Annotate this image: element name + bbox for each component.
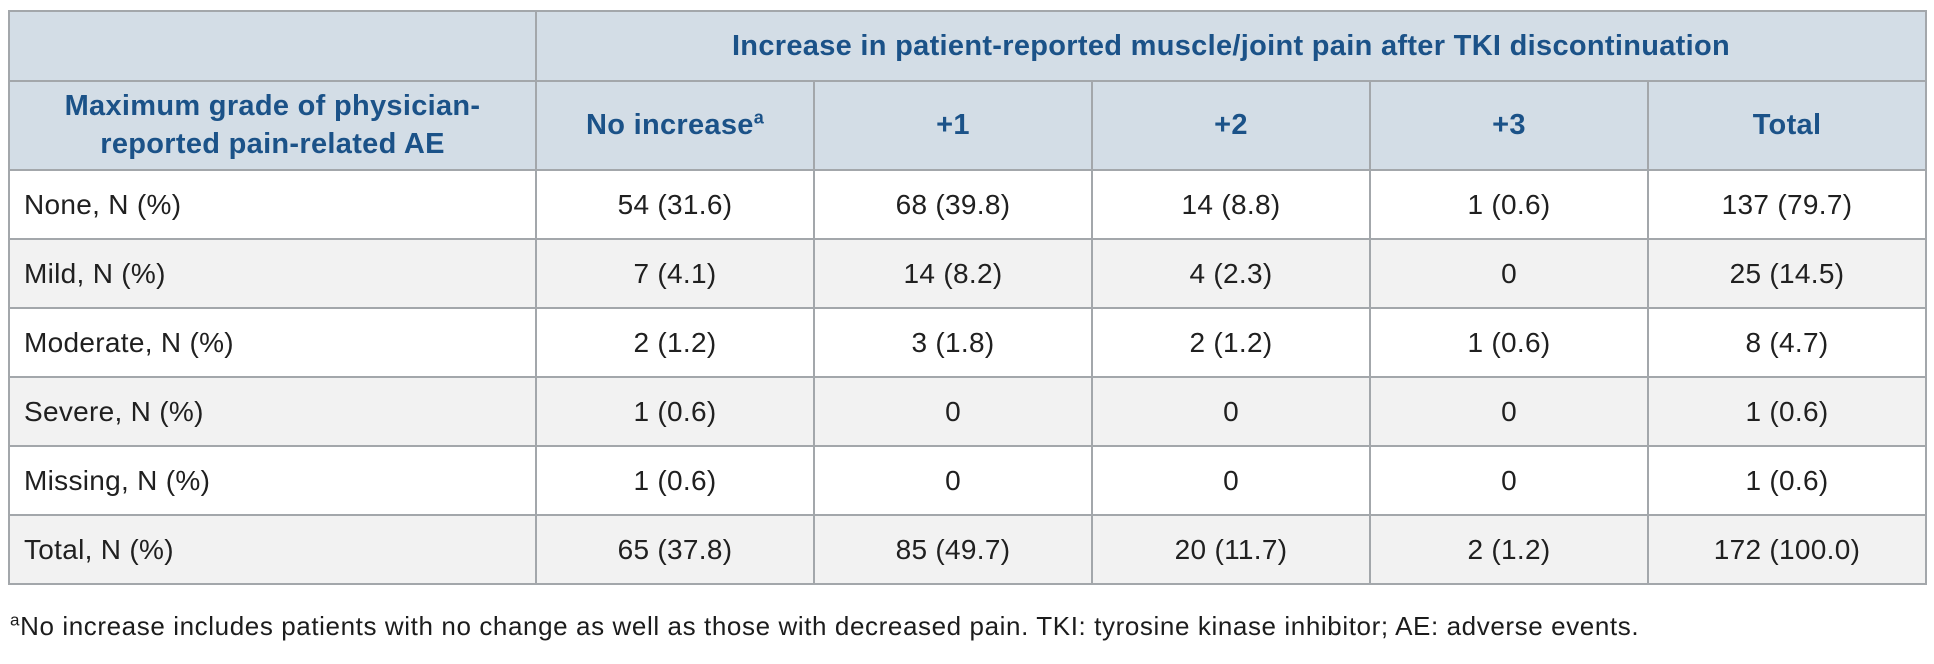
table-header-columns-row: Maximum grade of physician-reported pain… bbox=[8, 79, 1927, 172]
cell-value: 2 (1.2) bbox=[1369, 514, 1649, 586]
cell-value: 4 (2.3) bbox=[1091, 238, 1371, 310]
table-row-mild: Mild, N (%) 7 (4.1) 14 (8.2) 4 (2.3) 0 2… bbox=[8, 238, 1927, 310]
row-label: None, N (%) bbox=[8, 169, 537, 241]
cell-value: 14 (8.8) bbox=[1091, 169, 1371, 241]
span-header: Increase in patient-reported muscle/join… bbox=[535, 10, 1927, 82]
cell-value: 20 (11.7) bbox=[1091, 514, 1371, 586]
cell-value: 2 (1.2) bbox=[535, 307, 815, 379]
table-figure: Increase in patient-reported muscle/join… bbox=[8, 10, 1927, 642]
row-label: Mild, N (%) bbox=[8, 238, 537, 310]
table-row-missing: Missing, N (%) 1 (0.6) 0 0 0 1 (0.6) bbox=[8, 445, 1927, 517]
cell-value: 137 (79.7) bbox=[1647, 169, 1927, 241]
cell-value: 65 (37.8) bbox=[535, 514, 815, 586]
cell-value: 0 bbox=[1091, 376, 1371, 448]
cell-value: 0 bbox=[1369, 238, 1649, 310]
cell-value: 1 (0.6) bbox=[1369, 169, 1649, 241]
footnote-text: No increase includes patients with no ch… bbox=[20, 611, 1640, 642]
footnote-marker-a: a bbox=[10, 610, 21, 630]
col-header-no-increase-text: No increase bbox=[585, 109, 754, 142]
cell-value: 1 (0.6) bbox=[1647, 445, 1927, 517]
table-row-none: None, N (%) 54 (31.6) 68 (39.8) 14 (8.8)… bbox=[8, 169, 1927, 241]
cell-value: 1 (0.6) bbox=[535, 376, 815, 448]
row-label: Moderate, N (%) bbox=[8, 307, 537, 379]
footnote-marker-a: a bbox=[753, 107, 765, 128]
cell-value: 8 (4.7) bbox=[1647, 307, 1927, 379]
cell-value: 1 (0.6) bbox=[1647, 376, 1927, 448]
cell-value: 172 (100.0) bbox=[1647, 514, 1927, 586]
cell-value: 0 bbox=[813, 376, 1093, 448]
pain-ae-table: Increase in patient-reported muscle/join… bbox=[8, 10, 1927, 586]
cell-value: 2 (1.2) bbox=[1091, 307, 1371, 379]
col-header-plus2: +2 bbox=[1091, 79, 1371, 172]
cell-value: 68 (39.8) bbox=[813, 169, 1093, 241]
col-header-plus1: +1 bbox=[813, 79, 1093, 172]
cell-value: 0 bbox=[813, 445, 1093, 517]
table-row-total: Total, N (%) 65 (37.8) 85 (49.7) 20 (11.… bbox=[8, 514, 1927, 586]
cell-value: 0 bbox=[1369, 376, 1649, 448]
col-header-no-increase: No increasea bbox=[535, 79, 815, 172]
cell-value: 1 (0.6) bbox=[1369, 307, 1649, 379]
cell-value: 14 (8.2) bbox=[813, 238, 1093, 310]
cell-value: 0 bbox=[1091, 445, 1371, 517]
table-footnote: aNo increase includes patients with no c… bbox=[10, 611, 1926, 642]
cell-value: 0 bbox=[1369, 445, 1649, 517]
table-header-span-row: Increase in patient-reported muscle/join… bbox=[8, 10, 1927, 82]
table-row-moderate: Moderate, N (%) 2 (1.2) 3 (1.8) 2 (1.2) … bbox=[8, 307, 1927, 379]
cell-value: 3 (1.8) bbox=[813, 307, 1093, 379]
empty-corner-cell bbox=[8, 10, 537, 82]
row-label: Severe, N (%) bbox=[8, 376, 537, 448]
cell-value: 85 (49.7) bbox=[813, 514, 1093, 586]
cell-value: 7 (4.1) bbox=[535, 238, 815, 310]
cell-value: 25 (14.5) bbox=[1647, 238, 1927, 310]
table-row-severe: Severe, N (%) 1 (0.6) 0 0 0 1 (0.6) bbox=[8, 376, 1927, 448]
col-header-plus3: +3 bbox=[1369, 79, 1649, 172]
cell-value: 54 (31.6) bbox=[535, 169, 815, 241]
row-label: Total, N (%) bbox=[8, 514, 537, 586]
cell-value: 1 (0.6) bbox=[535, 445, 815, 517]
row-label: Missing, N (%) bbox=[8, 445, 537, 517]
row-header-label: Maximum grade of physician-reported pain… bbox=[8, 79, 537, 172]
col-header-total: Total bbox=[1647, 79, 1927, 172]
